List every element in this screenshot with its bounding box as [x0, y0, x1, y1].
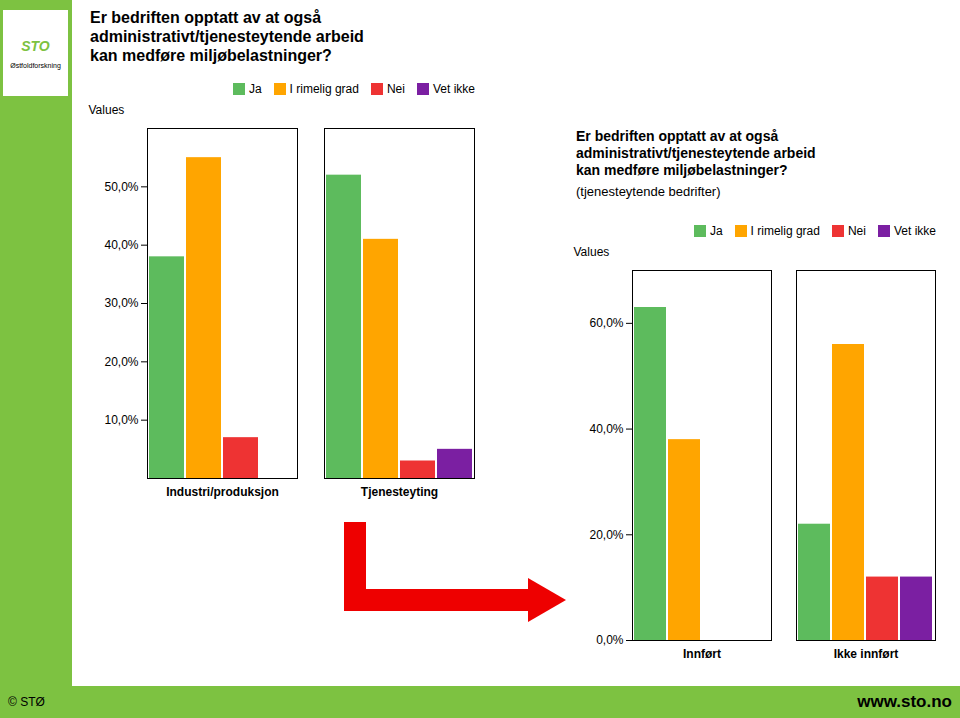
html-text:www.sto.no: www.sto.no [857, 692, 952, 711]
svg-text:60,0%: 60,0% [589, 316, 623, 330]
svg-text:30,0%: 30,0% [104, 296, 138, 310]
html-text:Østfoldforskning: Østfoldforskning [10, 61, 61, 69]
svg-text:Industri/produksjon: Industri/produksjon [166, 485, 279, 499]
svg-text:20,0%: 20,0% [104, 355, 138, 369]
svg-text:10,0%: 10,0% [104, 413, 138, 427]
svg-text:Values: Values [89, 103, 125, 117]
svg-text:0,0%: 0,0% [596, 633, 624, 647]
html-text:© STØ: © STØ [8, 695, 45, 709]
svg-text:Ikke innført: Ikke innført [834, 647, 899, 661]
html-text:(tjenesteytende bedrifter): (tjenesteytende bedrifter) [576, 184, 721, 200]
html-text:Vet ikke: Vet ikke [433, 82, 475, 96]
html-text:STO: STO [21, 37, 50, 54]
html-text:I rimelig grad: I rimelig grad [289, 82, 359, 96]
svg-text:Innført: Innført [683, 647, 721, 661]
svg-text:40,0%: 40,0% [589, 422, 623, 436]
html-text:Vet ikke: Vet ikke [894, 224, 936, 238]
html-text:Nei: Nei [387, 82, 405, 96]
svg-text:Values: Values [574, 245, 610, 259]
svg-text:50,0%: 50,0% [104, 180, 138, 194]
svg-text:20,0%: 20,0% [589, 528, 623, 542]
svg-text:Tjenesteyting: Tjenesteyting [361, 485, 438, 499]
html-text:Er bedriften opptatt av at ogs: Er bedriften opptatt av at også administ… [576, 128, 816, 178]
html-text:Ja: Ja [248, 82, 262, 96]
html-text:Ja: Ja [709, 224, 723, 238]
html-text:Er bedriften opptatt av at ogs: Er bedriften opptatt av at også administ… [90, 9, 364, 65]
html-text:Nei: Nei [848, 224, 866, 238]
svg-text:40,0%: 40,0% [104, 238, 138, 252]
html-text:I rimelig grad: I rimelig grad [750, 224, 820, 238]
